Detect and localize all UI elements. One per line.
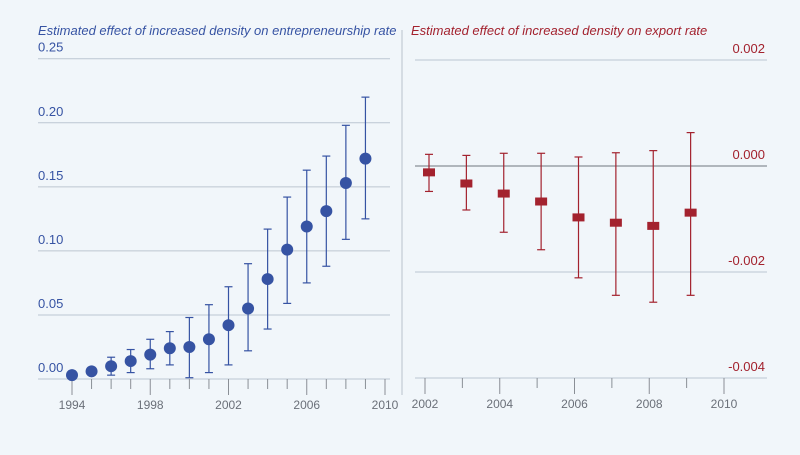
- y-tick-label: -0.002: [728, 253, 765, 268]
- data-point: [423, 168, 435, 177]
- x-tick-label: 2006: [293, 398, 320, 412]
- y-tick-label: 0.20: [38, 104, 63, 119]
- data-point: [281, 243, 294, 256]
- x-tick-label: 2008: [636, 397, 663, 411]
- x-tick-label: 2002: [412, 397, 439, 411]
- data-point: [339, 176, 352, 189]
- data-point: [85, 365, 98, 378]
- data-point: [647, 221, 660, 230]
- y-tick-label: 0.25: [38, 40, 63, 55]
- data-point: [684, 208, 697, 217]
- data-point: [320, 205, 333, 218]
- y-tick-label: 0.002: [732, 41, 765, 56]
- data-point: [535, 197, 548, 206]
- x-tick-label: 1998: [137, 398, 164, 412]
- x-tick-label: 1994: [59, 398, 86, 412]
- data-point: [359, 152, 372, 165]
- data-point: [202, 333, 215, 346]
- data-point: [300, 220, 313, 233]
- data-point: [460, 179, 473, 188]
- x-tick-label: 2006: [561, 397, 588, 411]
- y-tick-label: 0.15: [38, 168, 63, 183]
- y-tick-label: 0.00: [38, 360, 63, 375]
- left-chart: 0.00 0.05 0.10 0.15 0.20 0.25 1994 1998 2002 2006…: [38, 40, 399, 412]
- right-chart-title: Estimated effect of increased density on…: [411, 23, 707, 38]
- data-point: [144, 348, 157, 361]
- data-point: [609, 218, 622, 227]
- y-tick-label: 0.05: [38, 296, 63, 311]
- left-chart-title: Estimated effect of increased density on…: [38, 23, 396, 38]
- data-point: [497, 189, 510, 198]
- right-chart: 0.002 0.000 -0.002 -0.004 2002 2004 2006 2008 20…: [412, 41, 767, 411]
- y-tick-label: 0.000: [732, 147, 765, 162]
- y-tick-label: -0.004: [728, 359, 765, 374]
- x-tick-label: 2010: [711, 397, 738, 411]
- data-point: [261, 273, 274, 286]
- data-point: [163, 342, 176, 355]
- data-point: [183, 340, 196, 353]
- x-tick-label: 2010: [372, 398, 399, 412]
- data-point: [124, 355, 137, 368]
- y-tick-label: 0.10: [38, 232, 63, 247]
- x-tick-label: 2004: [486, 397, 513, 411]
- data-point: [572, 213, 585, 222]
- data-point: [222, 319, 235, 332]
- data-point: [105, 360, 118, 373]
- data-point: [242, 302, 255, 315]
- x-tick-label: 2002: [215, 398, 242, 412]
- data-point: [66, 369, 78, 382]
